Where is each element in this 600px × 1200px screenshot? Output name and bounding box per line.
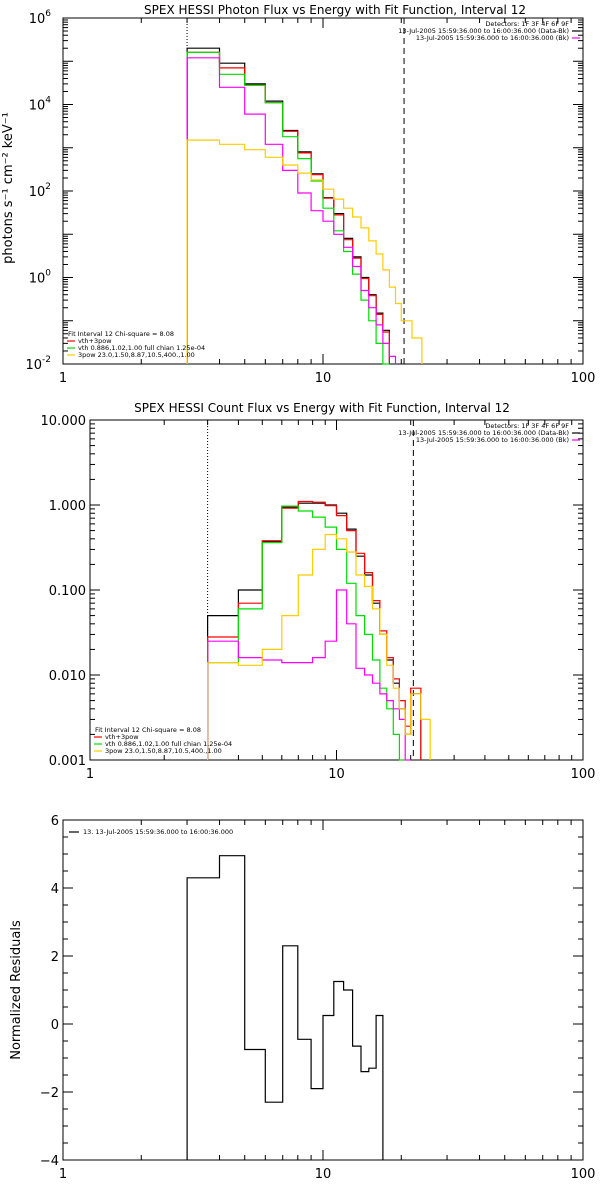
x-tick-label: 10 — [328, 767, 345, 782]
legend-entry: 13-Jul-2005 15:59:36.000 to 16:00:36.000… — [398, 27, 569, 35]
data-series-0 — [186, 855, 384, 1160]
legend-entry: 13-Jul-2005 15:59:36.000 to 16:00:36.000… — [416, 436, 569, 444]
data-series-3 — [186, 57, 397, 364]
plot-frame — [62, 819, 584, 1161]
legend-entry: Detectors: 1F 3F 4F 6F 9F — [485, 422, 569, 430]
legend-entry: vth 0.886,1.02,1.00 full chian 1.25e-04 — [105, 740, 232, 748]
x-tick-label: 1 — [59, 371, 67, 386]
data-series-0 — [186, 47, 390, 364]
y-tick-label: 0.001 — [49, 754, 86, 769]
data-series-2 — [186, 51, 390, 365]
y-tick-label: 0 — [51, 1018, 59, 1033]
legend-entry: vth 0.886,1.02,1.00 full chian 1.25e-04 — [78, 344, 205, 352]
photon-flux-marks: 1 10 100 10-2 100 102 104 106 Detectors: 1F 3F 4… — [25, 9, 595, 386]
count-flux-marks: 1 10 100 0.001 0.010 0.100 1.000 10.000 Detector… — [41, 414, 596, 782]
x-tick-label: 1 — [59, 1167, 67, 1182]
y-axis-label: photons s⁻¹ cm⁻² keV⁻¹ — [1, 112, 16, 264]
y-tick-label: 100 — [29, 269, 52, 287]
y-tick-label: 6 — [51, 814, 59, 829]
y-tick-label: 102 — [29, 182, 51, 200]
x-tick-label: 100 — [571, 1167, 596, 1182]
data-series-1 — [207, 500, 422, 760]
legend-entry: 13-Jul-2005 15:59:36.000 to 16:00:36.000… — [416, 34, 569, 42]
y-tick-label: 10.000 — [41, 414, 87, 429]
y-tick-label: −4 — [40, 1154, 59, 1169]
legend-entry: Fit Interval 12 Chi-square = 8.08 — [68, 330, 174, 338]
x-tick-label: 10 — [315, 371, 332, 386]
legend-entry: vth+3pow — [105, 733, 139, 741]
legend-entry: 13-Jul-2005 15:59:36.000 to 16:00:36.000… — [398, 429, 569, 437]
residuals-panel: Normalized Residuals 1 10 100 −4 −2 0 2 4 6 13. 1… — [9, 814, 595, 1182]
data-series-4 — [207, 533, 431, 760]
data-series-0 — [207, 502, 422, 760]
data-series-1 — [186, 51, 390, 364]
data-series-4 — [186, 139, 423, 364]
chart-title: SPEX HESSI Photon Flux vs Energy with Fi… — [144, 3, 526, 17]
y-tick-label: 4 — [51, 882, 59, 897]
y-tick-label: 10-2 — [25, 355, 51, 373]
y-axis-label: Normalized Residuals — [9, 920, 24, 1060]
y-tick-label: 0.010 — [49, 669, 86, 684]
legend-entry: vth+3pow — [78, 337, 112, 345]
data-series-2 — [207, 505, 406, 761]
chart-title: SPEX HESSI Count Flux vs Energy with Fit… — [134, 401, 510, 415]
legend-entry: 3pow 23.0,1.50,8.87,10.5,400.,1.00 — [105, 747, 222, 755]
y-tick-label: 2 — [51, 950, 59, 965]
x-tick-label: 100 — [571, 767, 596, 782]
legend-entry: 3pow 23.0,1.50,8.87,10.5,400.,1.00 — [78, 351, 195, 359]
x-tick-label: 10 — [315, 1167, 332, 1182]
y-tick-label: 104 — [29, 96, 52, 114]
x-tick-label: 1 — [86, 767, 94, 782]
y-tick-label: 106 — [29, 9, 52, 27]
legend-entry: Detectors: 1F 3F 4F 6F 9F — [485, 20, 569, 28]
photon-flux-panel: SPEX HESSI Photon Flux vs Energy with Fi… — [1, 3, 595, 386]
y-tick-label: 0.100 — [49, 584, 86, 599]
y-tick-label: −2 — [40, 1086, 59, 1101]
y-tick-label: 1.000 — [49, 499, 86, 514]
residuals-marks: 1 10 100 −4 −2 0 2 4 6 13. 13-Jul-2005 15:59:36.0… — [40, 814, 596, 1182]
legend-entry: 13. 13-Jul-2005 15:59:36.000 to 16:00:36… — [83, 828, 233, 836]
x-tick-label: 100 — [571, 371, 596, 386]
data-series-3 — [207, 589, 411, 761]
count-flux-panel: SPEX HESSI Count Flux vs Energy with Fit… — [41, 401, 596, 782]
legend-entry: Fit Interval 12 Chi-square = 8.08 — [95, 726, 201, 734]
